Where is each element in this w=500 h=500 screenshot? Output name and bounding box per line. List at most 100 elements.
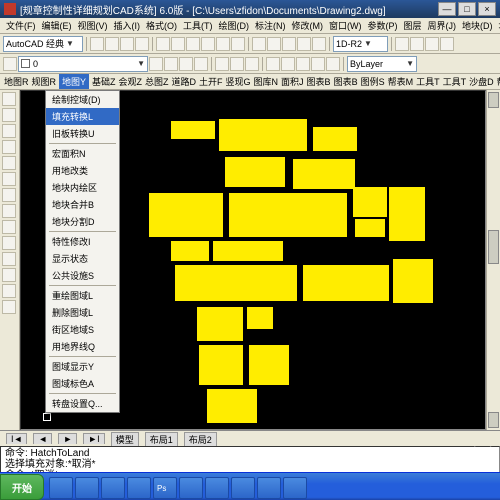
ltool-icon[interactable] xyxy=(2,204,16,218)
tool-icon[interactable] xyxy=(179,57,193,71)
dropdown-item[interactable]: 旧板转换U xyxy=(46,125,119,142)
menu-item[interactable]: 编辑(E) xyxy=(40,19,74,32)
menu-item[interactable]: 地块2 xyxy=(497,19,500,32)
dropdown-item[interactable]: 地块合并B xyxy=(46,196,119,213)
maximize-button[interactable]: □ xyxy=(458,2,476,16)
dropdown-item[interactable]: 地块内绘区 xyxy=(46,179,119,196)
ltool-icon[interactable] xyxy=(2,220,16,234)
workspace-combo[interactable]: AutoCAD 经典▼ xyxy=(3,36,83,52)
vertical-scrollbar[interactable] xyxy=(486,90,500,430)
task-button[interactable] xyxy=(257,477,281,499)
ltool-icon[interactable] xyxy=(2,156,16,170)
ltool-icon[interactable] xyxy=(2,300,16,314)
tool-icon[interactable] xyxy=(311,57,325,71)
plugin-menu-item[interactable]: 工具T xyxy=(443,75,467,88)
land-parcel[interactable] xyxy=(393,259,433,303)
plugin-menu-item[interactable]: 图表B xyxy=(307,75,331,88)
layer-combo[interactable]: 0▼ xyxy=(18,56,148,72)
land-parcel[interactable] xyxy=(171,241,209,261)
dropdown-item[interactable]: 转盘设置Q... xyxy=(46,395,119,412)
tool-icon[interactable] xyxy=(120,37,134,51)
tool-icon[interactable] xyxy=(194,57,208,71)
menu-item[interactable]: 插入(I) xyxy=(112,19,143,32)
tool-icon[interactable] xyxy=(326,57,340,71)
tool-icon[interactable] xyxy=(410,37,424,51)
task-button[interactable] xyxy=(179,477,203,499)
task-button[interactable] xyxy=(101,477,125,499)
plugin-menu-item[interactable]: 规图R xyxy=(32,75,57,88)
tool-icon[interactable] xyxy=(440,37,454,51)
layer-icon[interactable] xyxy=(3,57,17,71)
task-button[interactable]: Ps xyxy=(153,477,177,499)
tool-icon[interactable] xyxy=(156,37,170,51)
menu-item[interactable]: 文件(F) xyxy=(4,19,38,32)
dropdown-item[interactable]: 显示状态 xyxy=(46,250,119,267)
land-parcel[interactable] xyxy=(213,241,283,261)
dropdown-item[interactable]: 街区地域S xyxy=(46,321,119,338)
tool-icon[interactable] xyxy=(186,37,200,51)
minimize-button[interactable]: — xyxy=(438,2,456,16)
tool-icon[interactable] xyxy=(215,57,229,71)
menu-item[interactable]: 工具(T) xyxy=(181,19,215,32)
menu-item[interactable]: 修改(M) xyxy=(290,19,326,32)
selection-combo[interactable]: 1D-R2▼ xyxy=(333,36,388,52)
plugin-menu-item[interactable]: 图表B xyxy=(334,75,358,88)
task-button[interactable] xyxy=(283,477,307,499)
menu-item[interactable]: 参数(P) xyxy=(366,19,400,32)
land-parcel[interactable] xyxy=(247,307,273,329)
dropdown-item[interactable]: 图域标色A xyxy=(46,375,119,392)
tool-icon[interactable] xyxy=(105,37,119,51)
plugin-menu-item[interactable]: 工具T xyxy=(416,75,440,88)
ltool-icon[interactable] xyxy=(2,268,16,282)
plugin-menu-item[interactable]: 面积J xyxy=(281,75,304,88)
tool-icon[interactable] xyxy=(425,37,439,51)
dropdown-item[interactable]: 用地界线Q xyxy=(46,338,119,355)
land-parcel[interactable] xyxy=(229,193,347,237)
scroll-up-icon[interactable] xyxy=(488,92,499,108)
tool-icon[interactable] xyxy=(266,57,280,71)
tool-icon[interactable] xyxy=(201,37,215,51)
ltool-icon[interactable] xyxy=(2,172,16,186)
land-parcel[interactable] xyxy=(207,389,257,423)
menu-item[interactable]: 地块(D) xyxy=(460,19,495,32)
layout-tab[interactable]: ► xyxy=(58,433,77,444)
scroll-thumb[interactable] xyxy=(488,230,499,264)
layout-tab[interactable]: 布局1 xyxy=(145,432,178,446)
land-parcel[interactable] xyxy=(197,307,243,341)
land-parcel[interactable] xyxy=(355,219,385,237)
task-button[interactable] xyxy=(205,477,229,499)
tool-icon[interactable] xyxy=(297,37,311,51)
tool-icon[interactable] xyxy=(281,57,295,71)
tool-icon[interactable] xyxy=(164,57,178,71)
plugin-menu-item[interactable]: 帮表M xyxy=(388,75,414,88)
land-parcel[interactable] xyxy=(225,157,285,187)
tool-icon[interactable] xyxy=(171,37,185,51)
menu-item[interactable]: 绘图(D) xyxy=(217,19,252,32)
dropdown-item[interactable]: 删除图域L xyxy=(46,304,119,321)
plugin-menu-item[interactable]: 基础Z xyxy=(92,75,116,88)
task-button[interactable] xyxy=(127,477,151,499)
menu-item[interactable]: 视图(V) xyxy=(76,19,110,32)
tool-icon[interactable] xyxy=(90,37,104,51)
plugin-menu-item[interactable]: 图例S xyxy=(361,75,385,88)
menu-item[interactable]: 标注(N) xyxy=(253,19,288,32)
dropdown-item[interactable]: 绘制控域(D) xyxy=(46,91,119,108)
tool-icon[interactable] xyxy=(245,57,259,71)
land-parcel[interactable] xyxy=(313,127,357,151)
tool-icon[interactable] xyxy=(282,37,296,51)
plugin-menu-item[interactable]: 道路D xyxy=(172,75,197,88)
plugin-menu-item[interactable]: 帮助H xyxy=(497,75,500,88)
land-parcel[interactable] xyxy=(293,159,355,189)
plugin-menu-item[interactable]: 总图Z xyxy=(145,75,169,88)
plugin-menu-item[interactable]: 图库N xyxy=(254,75,279,88)
dropdown-item[interactable]: 图域显示Y xyxy=(46,358,119,375)
dropdown-item[interactable]: 重绘图域L xyxy=(46,287,119,304)
land-parcel[interactable] xyxy=(249,345,289,385)
tool-icon[interactable] xyxy=(231,37,245,51)
start-button[interactable]: 开始 xyxy=(0,474,44,500)
land-parcel[interactable] xyxy=(303,265,389,301)
land-parcel[interactable] xyxy=(199,345,243,385)
tool-icon[interactable] xyxy=(230,57,244,71)
plugin-menu-item[interactable]: 会观Z xyxy=(119,75,143,88)
menu-item[interactable]: 窗口(W) xyxy=(327,19,364,32)
